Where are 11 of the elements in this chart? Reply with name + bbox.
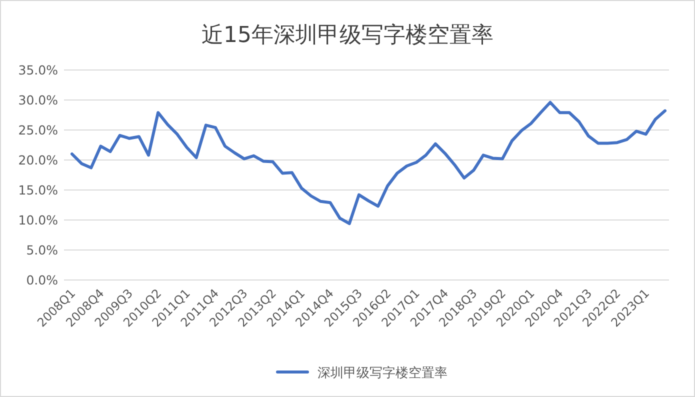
y-tick-label: 30.0% (18, 92, 58, 108)
chart-title: 近15年深圳甲级写字楼空置率 (202, 23, 494, 48)
line-series (70, 100, 666, 226)
y-tick-label: 15.0% (18, 182, 58, 198)
y-tick-label: 10.0% (18, 212, 58, 228)
legend-label: 深圳甲级写字楼空置率 (318, 365, 448, 381)
y-tick-label: 25.0% (18, 122, 58, 138)
y-tick-label: 0.0% (26, 272, 58, 288)
y-tick-label: 20.0% (18, 152, 58, 168)
y-tick-label: 5.0% (26, 242, 58, 258)
y-tick-label: 35.0% (18, 62, 58, 78)
